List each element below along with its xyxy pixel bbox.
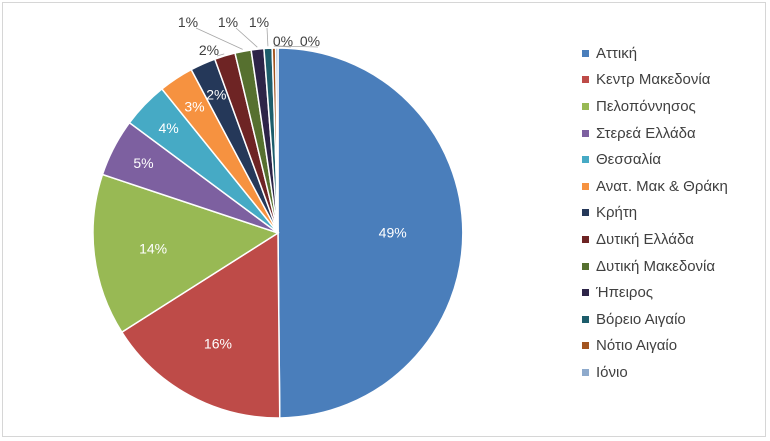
- legend-item-στερεά-ελλάδα: Στερεά Ελλάδα: [582, 120, 728, 147]
- legend-item-ανατ-μακ-θράκη: Ανατ. Μακ & Θράκη: [582, 173, 728, 200]
- legend-swatch: [582, 262, 589, 270]
- legend-item-νότιο-αιγαίο: Νότιο Αιγαίο: [582, 333, 728, 360]
- legend-item-ήπειρος: Ήπειρος: [582, 279, 728, 306]
- legend-label: Στερεά Ελλάδα: [596, 124, 696, 142]
- data-label-στερεά-ελλάδα: 5%: [133, 155, 153, 171]
- legend-label: Κεντρ Μακεδονία: [596, 71, 711, 89]
- data-label-βόρειο-αιγαίο: 1%: [249, 14, 269, 30]
- legend: Αττική Κεντρ Μακεδονία Πελοπόννησος Στερεά …: [582, 40, 728, 386]
- data-label-ήπειρος: 1%: [218, 14, 238, 30]
- legend-label: Ήπειρος: [596, 284, 654, 302]
- legend-label: Δυτική Μακεδονία: [596, 257, 716, 275]
- data-label-νότιο-αιγαίο: 0%: [273, 33, 293, 49]
- legend-swatch: [582, 368, 589, 376]
- legend-label: Πελοπόννησος: [596, 97, 696, 115]
- data-label-αττική: 49%: [379, 224, 407, 240]
- legend-swatch: [582, 156, 589, 164]
- legend-item-δυτική-ελλάδα: Δυτική Ελλάδα: [582, 226, 728, 253]
- legend-item-κρήτη: Κρήτη: [582, 200, 728, 227]
- legend-label: Αττική: [596, 44, 638, 62]
- legend-item-αττική: Αττική: [582, 40, 728, 67]
- legend-swatch: [582, 315, 589, 323]
- pie-slices: [92, 47, 464, 419]
- data-label-κρήτη: 2%: [206, 86, 226, 102]
- legend-item-δυτική-μακεδονία: Δυτική Μακεδονία: [582, 253, 728, 280]
- legend-item-ιόνιο: Ιόνιο: [582, 359, 728, 386]
- pie-slice-πελοπόννησος: [92, 173, 280, 334]
- leader-line-δυτική-μακεδονία: [195, 27, 243, 50]
- legend-item-θεσσαλία: Θεσσαλία: [582, 146, 728, 173]
- leader-line-ιόνιο: [276, 45, 319, 48]
- legend-swatch: [582, 102, 589, 110]
- data-label-δυτική-ελλάδα: 2%: [199, 42, 219, 58]
- legend-label: Ιόνιο: [596, 363, 628, 381]
- leader-line-ήπειρος: [235, 27, 258, 48]
- legend-swatch: [582, 342, 589, 350]
- data-label-κεντρ-μακεδονία: 16%: [204, 336, 232, 352]
- legend-item-πελοπόννησος: Πελοπόννησος: [582, 93, 728, 120]
- legend-swatch: [582, 182, 589, 190]
- legend-item-κεντρ-μακεδονία: Κεντρ Μακεδονία: [582, 67, 728, 94]
- legend-swatch: [582, 129, 589, 137]
- data-label-πελοπόννησος: 14%: [139, 240, 167, 256]
- data-label-ιόνιο: 0%: [300, 33, 320, 49]
- legend-swatch: [582, 76, 589, 84]
- legend-swatch: [582, 209, 589, 217]
- leader-lines: [195, 27, 319, 57]
- legend-label: Νότιο Αιγαίο: [596, 337, 678, 355]
- legend-label: Βόρειο Αιγαίο: [596, 310, 686, 328]
- legend-label: Δυτική Ελλάδα: [596, 230, 694, 248]
- legend-label: Κρήτη: [596, 204, 638, 222]
- data-label-δυτική-μακεδονία: 1%: [178, 14, 198, 30]
- data-label-θεσσαλία: 4%: [159, 120, 179, 136]
- legend-swatch: [582, 289, 589, 297]
- leader-line-δυτική-ελλάδα: [216, 53, 225, 57]
- legend-label: Θεσσαλία: [596, 151, 662, 169]
- pie-slice-αττική: [277, 47, 464, 419]
- legend-item-βόρειο-αιγαίο: Βόρειο Αιγαίο: [582, 306, 728, 333]
- pie-slice-ιόνιο: [274, 47, 279, 234]
- legend-swatch: [582, 49, 589, 57]
- data-label-ανατ-μακ-θράκη: 3%: [184, 98, 204, 114]
- legend-swatch: [582, 235, 589, 243]
- legend-label: Ανατ. Μακ & Θράκη: [596, 177, 728, 195]
- pie-slice-κεντρ-μακεδονία: [120, 231, 281, 419]
- leader-line-βόρειο-αιγαίο: [266, 27, 269, 47]
- data-labels: 49%16%14%5%4%3%2%2%1% 1% 1%0% 0%: [133, 14, 406, 352]
